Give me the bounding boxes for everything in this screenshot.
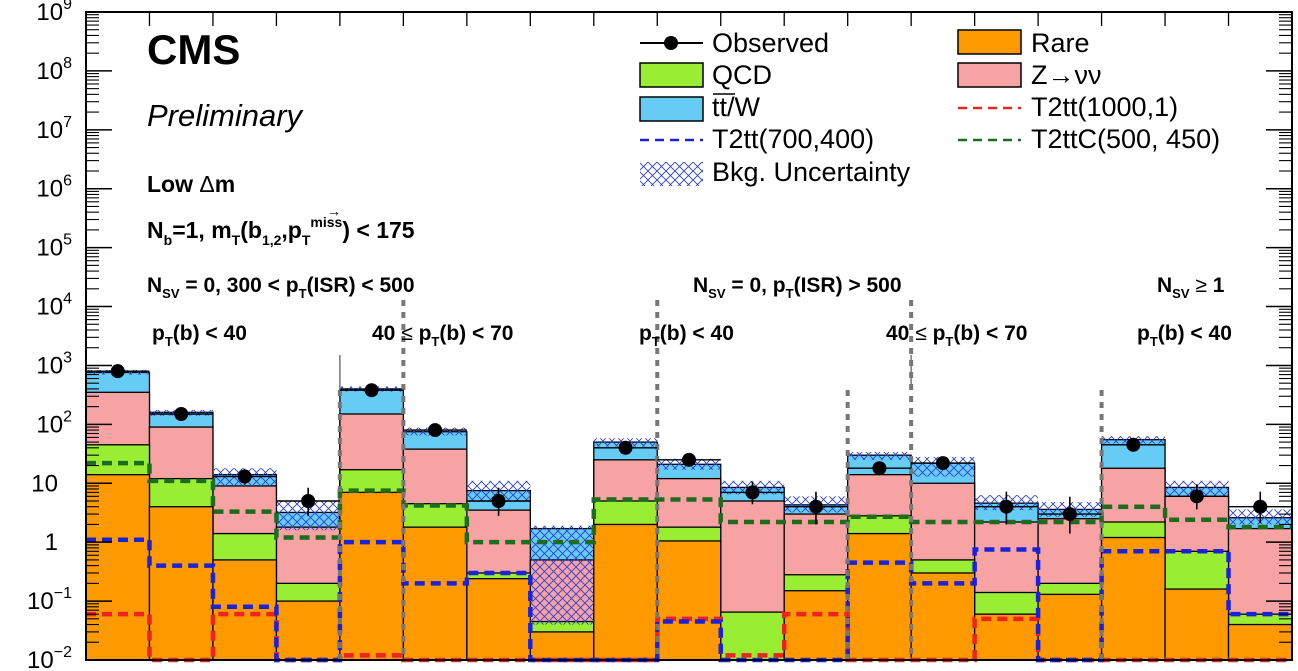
observed-point-13 — [872, 461, 887, 476]
observed-point-14 — [935, 456, 950, 471]
y-tick-label: 10 — [31, 470, 58, 497]
group-label-nsv-ge1: NSV ≥ 1 — [1157, 274, 1225, 301]
y-tick-label: 103 — [36, 349, 72, 379]
selection-arrow: → — [327, 203, 341, 219]
observed-point-3 — [237, 469, 252, 484]
legend-swatch-bkg-uncertainty — [640, 162, 703, 186]
legend-swatch-qcd — [639, 62, 704, 88]
y-tick-label: 108 — [36, 55, 72, 85]
bar-rare-6 — [402, 526, 468, 661]
legend-swatch-rare — [957, 29, 1022, 55]
bar-qcd-11 — [720, 611, 785, 661]
bar-rare-17 — [1100, 536, 1166, 661]
observed-point-18 — [1189, 489, 1204, 504]
observed-point-1 — [110, 364, 125, 379]
subgroup-label-3: pT(b) < 40 — [639, 322, 734, 349]
legend-label-t2ttc-500-450: T2ttC(500, 450) — [1031, 124, 1220, 154]
y-tick-label: 102 — [36, 408, 72, 438]
plot-area — [85, 300, 1293, 663]
observed-point-16 — [1062, 507, 1077, 522]
bar-rare-3 — [212, 559, 278, 661]
observed-point-10 — [682, 452, 696, 467]
y-tick-label: 107 — [36, 114, 72, 144]
subgroup-label-5: pT(b) < 40 — [1137, 322, 1232, 349]
legend-label-rare: Rare — [1031, 28, 1090, 58]
subgroup-label-1: pT(b) < 40 — [152, 322, 247, 349]
group-label-nsv0-high-isr: NSV = 0, pT(ISR) > 500 — [693, 274, 902, 301]
selection-label: Nb=1, mT(b1,2,pTmiss) < 175 — [147, 214, 415, 248]
bar-rare-4 — [275, 600, 341, 661]
group-label-nsv0-low-isr: NSV = 0, 300 < pT(ISR) < 500 — [147, 274, 415, 301]
legend-label-t2tt-700-400: T2tt(700,400) — [712, 124, 874, 154]
observed-point-5 — [364, 383, 379, 398]
observed-point-19 — [1253, 499, 1268, 514]
subgroup-label-4: 40 ≤ pT(b) < 70 — [886, 322, 1027, 349]
observed-point-12 — [808, 499, 823, 514]
bar-rare-10 — [656, 540, 722, 661]
bar-rare-9 — [593, 523, 658, 661]
legend-swatch-ttw — [639, 96, 704, 122]
subgroup-label-2: 40 ≤ pT(b) < 70 — [372, 322, 513, 349]
axes-frame: 10−2 10−1 1 10 102 103 104 105 106 107 108 109 — [27, 0, 1293, 671]
legend-label-t2tt-1000-1: T2tt(1000,1) — [1031, 92, 1178, 122]
legend-label-qcd: QCD — [712, 60, 772, 90]
bar-rare-12 — [783, 590, 849, 661]
y-tick-label: 1 — [45, 529, 58, 556]
observed-point-2 — [174, 406, 189, 421]
observed-point-6 — [428, 423, 443, 438]
legend-label-observed: Observed — [712, 28, 829, 58]
y-tick-label: 109 — [36, 0, 72, 26]
observed-point-17 — [1126, 437, 1141, 452]
legend-swatch-znunu — [957, 62, 1022, 88]
legend-observed-marker — [664, 36, 678, 50]
observed-point-7 — [491, 494, 506, 509]
legend-label-bkg-uncertainty: Bkg. Uncertainty — [712, 157, 911, 187]
observed-point-15 — [999, 499, 1014, 514]
observed-point-4 — [301, 494, 316, 509]
preliminary-label: Preliminary — [147, 98, 305, 133]
signal-t2ttc-500-450-line — [86, 460, 1292, 545]
cms-label: CMS — [147, 26, 240, 73]
legend-label-znunu: Z→νν — [1031, 60, 1102, 90]
legend-label-ttw: tt/W — [712, 92, 761, 122]
y-tick-label: 10−1 — [27, 585, 72, 615]
legend: Observed QCD tt/W T2tt(700,400) Bkg. Unc… — [639, 28, 1220, 187]
observed-point-9 — [618, 440, 633, 455]
bar-rare-18 — [1164, 588, 1230, 661]
bar-rare-16 — [1037, 593, 1103, 661]
region-label: Low Δm — [147, 171, 235, 197]
bar-rare-8 — [529, 631, 595, 661]
bar-rare-13 — [847, 532, 912, 661]
y-tick-label: 105 — [36, 232, 72, 262]
bar-rare-5 — [339, 491, 405, 661]
plot-frame — [85, 11, 1293, 661]
y-tick-label: 10−2 — [27, 644, 72, 671]
bar-rare-7 — [466, 578, 531, 661]
signal-t2tt-1000-1-line — [86, 611, 1292, 663]
bar-rare-14 — [910, 572, 976, 661]
observed-point-11 — [745, 485, 760, 500]
bar-rare-2 — [148, 506, 214, 661]
y-tick-label: 104 — [36, 291, 72, 321]
uncertainty-band-13 — [847, 451, 912, 460]
y-tick-label: 106 — [36, 173, 72, 203]
